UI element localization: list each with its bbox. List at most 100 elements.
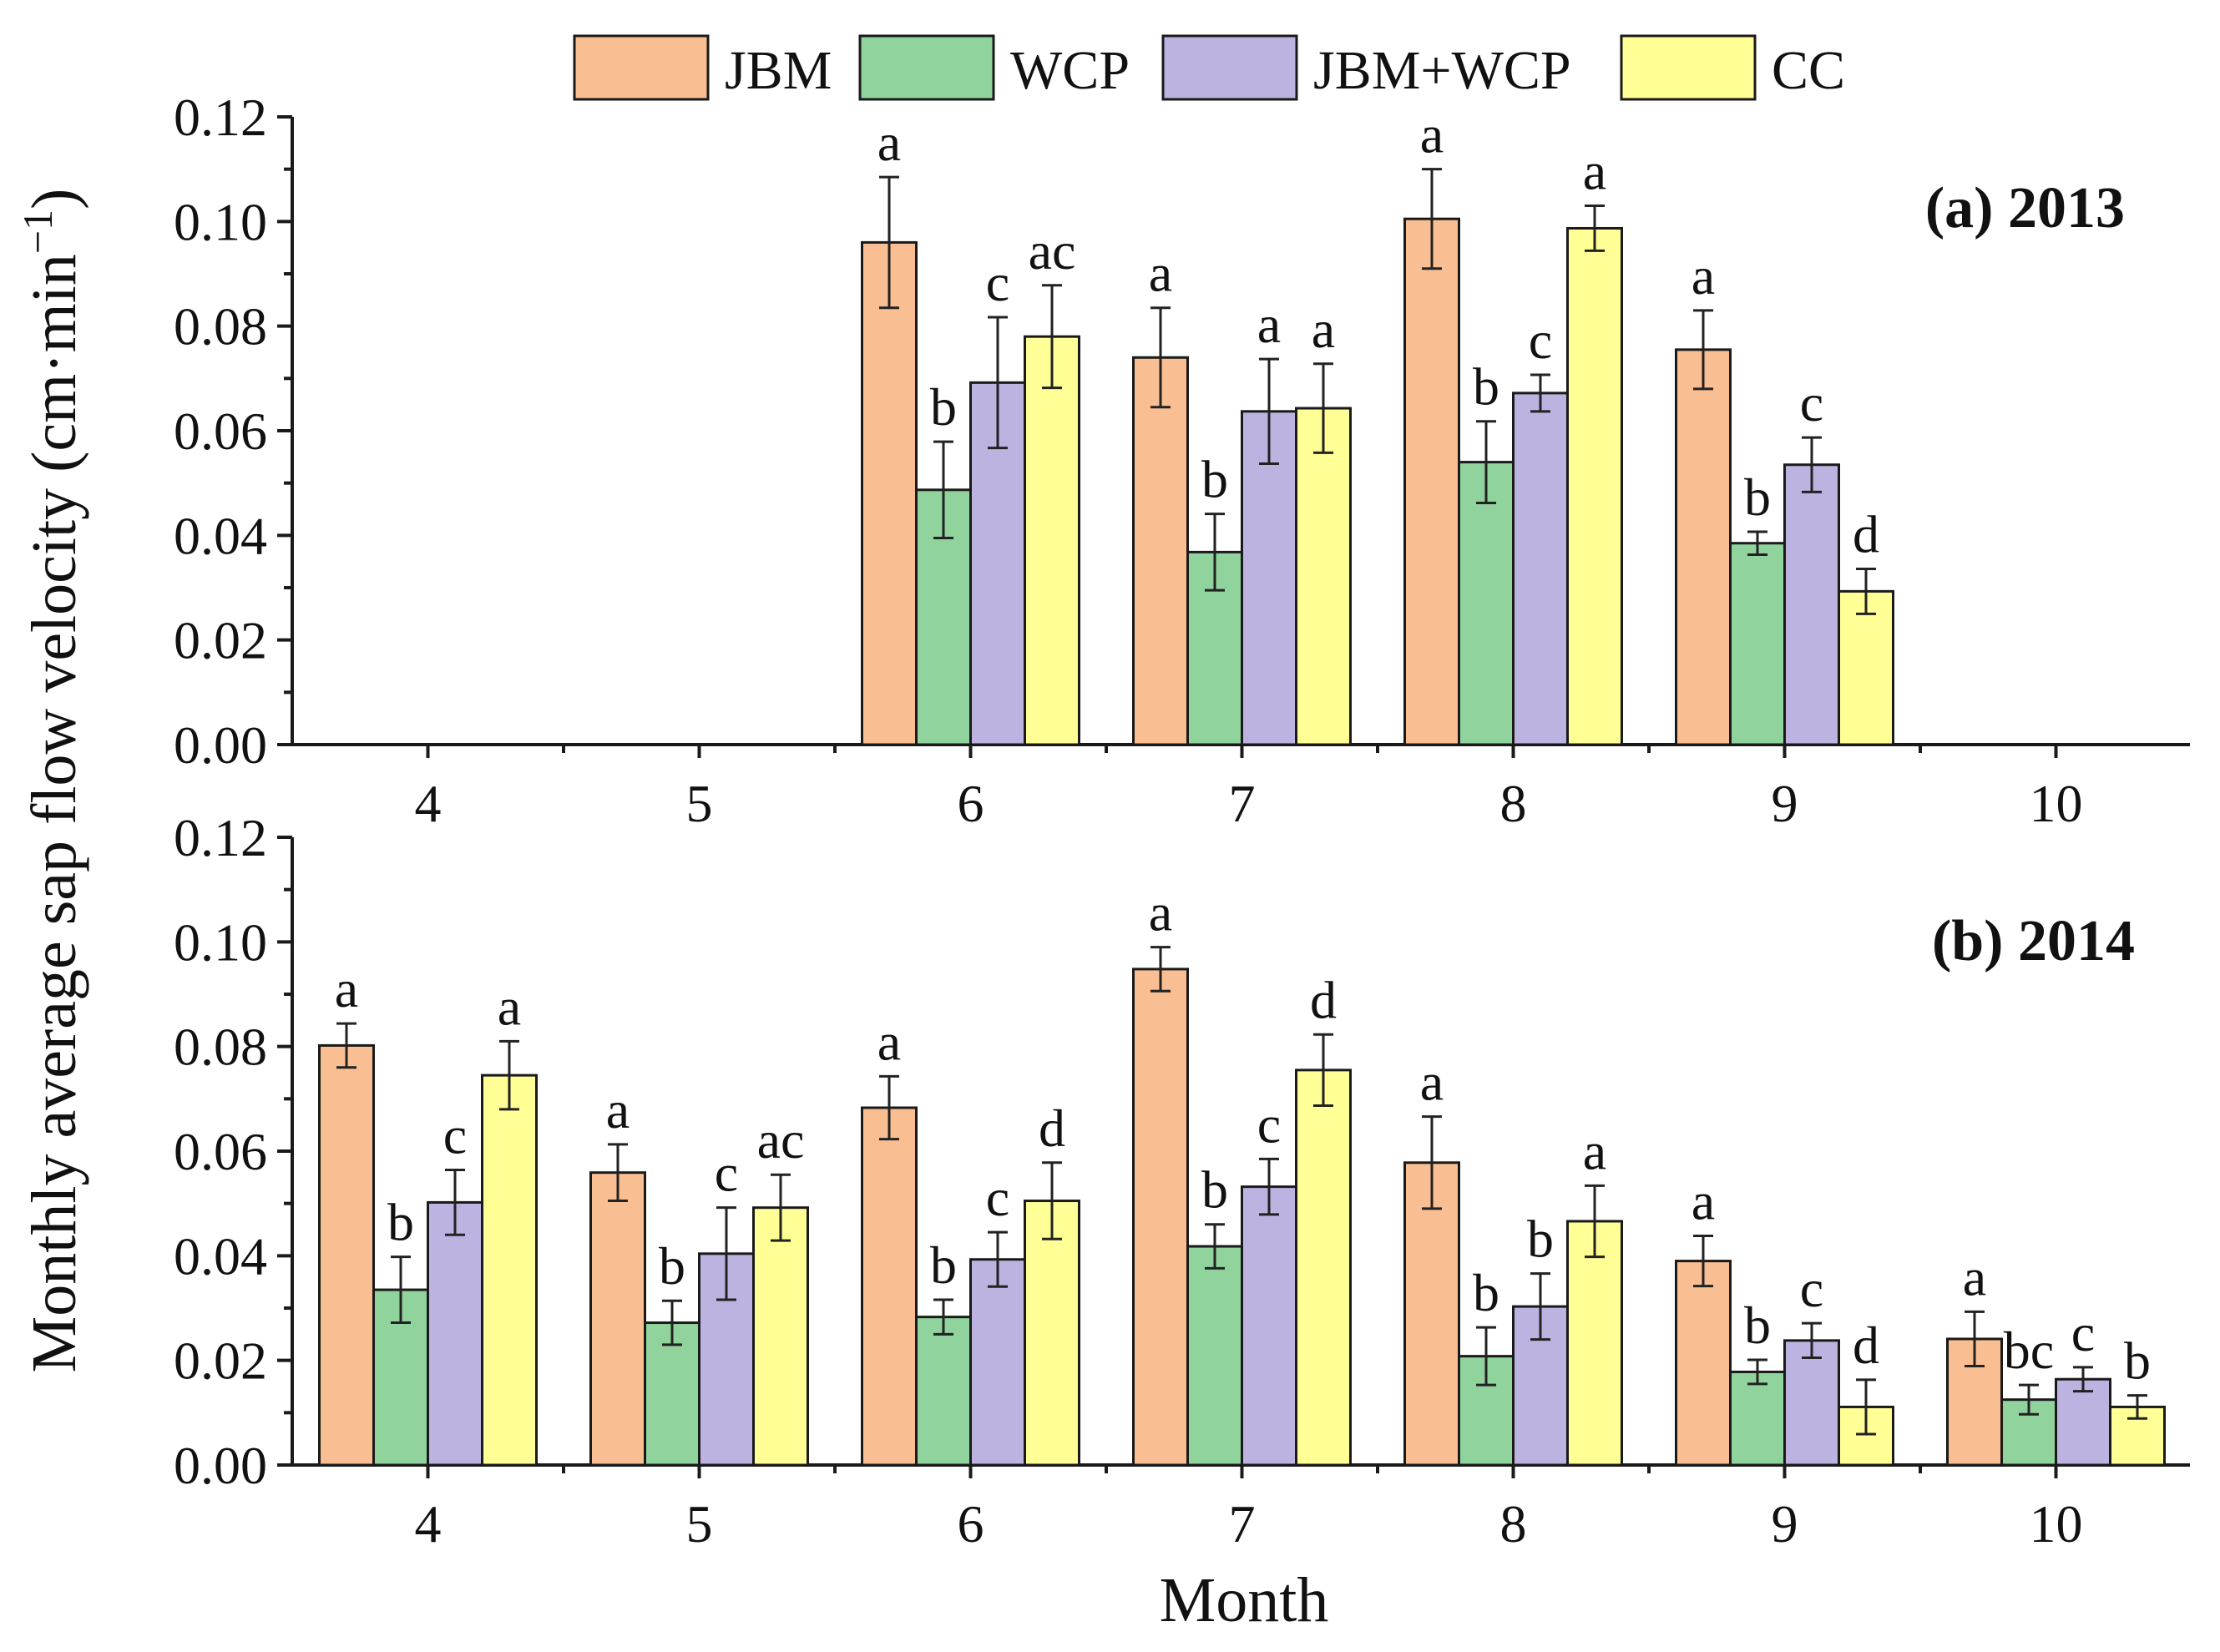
significance-letter: a	[1420, 105, 1444, 164]
significance-letter: a	[1692, 1172, 1715, 1231]
significance-letter: d	[1310, 970, 1337, 1029]
significance-letter: b	[1744, 467, 1771, 527]
significance-letter: c	[2071, 1303, 2095, 1362]
y-tick-label: 0.04	[174, 506, 267, 565]
bar-cc	[1295, 1068, 1352, 1467]
significance-letter: a	[1312, 300, 1335, 359]
x-tick-label: 7	[1229, 774, 1256, 833]
significance-letter: a	[606, 1080, 630, 1139]
significance-letter: a	[1963, 1247, 1986, 1306]
significance-letter: d	[1853, 1316, 1879, 1375]
panel-title: (b) 2014	[1932, 909, 2135, 973]
x-tick-label: 4	[415, 1494, 442, 1553]
y-tick-label: 0.12	[174, 88, 267, 147]
significance-letter: c	[1257, 1094, 1281, 1154]
bar-wcp	[915, 1316, 972, 1467]
significance-letter: bc	[2004, 1321, 2054, 1380]
y-tick-label: 0.06	[174, 1122, 267, 1181]
bar-wcp	[1729, 542, 1786, 746]
significance-letter: b	[1473, 357, 1499, 417]
significance-letter: b	[659, 1236, 685, 1296]
significance-letter: b	[1473, 1263, 1499, 1322]
panel-2013: 0.000.020.040.060.080.100.124 5 6 7 8 9 10aaaa…	[174, 88, 2190, 833]
x-tick-label: 10	[2030, 1494, 2083, 1553]
legend-label-jbm: JBM	[725, 40, 832, 101]
significance-letter: b	[1527, 1210, 1554, 1269]
significance-letter: a	[1149, 883, 1172, 942]
legend-swatch-jbm-wcp	[1161, 34, 1298, 101]
bar-cc	[752, 1206, 809, 1467]
significance-letter: c	[1800, 373, 1823, 432]
y-axis-title: Monthly average sap flow velocity (cm·mi…	[14, 189, 89, 1373]
significance-letter: ac	[1029, 221, 1076, 280]
significance-letter: d	[1039, 1099, 1065, 1158]
y-tick-label: 0.00	[174, 715, 267, 775]
bar-wcp	[644, 1321, 700, 1467]
significance-letter: a	[1692, 246, 1715, 306]
x-tick-label: 10	[2030, 774, 2083, 833]
x-tick-label: 8	[1500, 1494, 1527, 1553]
significance-letter: b	[1744, 1296, 1771, 1355]
bar-cc	[1566, 226, 1623, 746]
significance-letter: a	[1583, 142, 1606, 201]
significance-letter: a	[877, 1012, 901, 1071]
legend: JBM WCP JBM+WCP CC	[573, 34, 1845, 101]
bar-jbm	[1675, 348, 1732, 746]
x-tick-label: 6	[958, 1494, 984, 1553]
bar-jbm	[1403, 1161, 1460, 1467]
x-tick-label: 9	[1772, 1494, 1798, 1553]
panel-title: (a) 2013	[1925, 176, 2125, 240]
bar-jbm	[1675, 1260, 1732, 1467]
y-tick-label: 0.12	[174, 808, 267, 867]
significance-letter: a	[335, 959, 358, 1018]
bar-cc	[481, 1074, 538, 1467]
legend-swatch-cc	[1620, 34, 1757, 101]
y-tick-label: 0.08	[174, 1018, 267, 1077]
y-tick-label: 0.10	[174, 912, 267, 972]
significance-letter: b	[1201, 450, 1228, 509]
significance-letter: c	[715, 1144, 738, 1203]
bar-jbm	[589, 1171, 646, 1467]
x-tick-label: 8	[1500, 774, 1527, 833]
significance-letter: c	[443, 1106, 467, 1165]
y-tick-label: 0.10	[174, 192, 267, 251]
legend-label-jbm-wcp: JBM+WCP	[1313, 40, 1571, 101]
bar-jbm	[318, 1043, 375, 1467]
legend-swatch-jbm	[573, 34, 710, 101]
significance-letter: c	[986, 253, 1009, 312]
x-tick-label: 4	[415, 774, 442, 833]
bar-cc	[1838, 589, 1894, 746]
significance-letter: c	[1800, 1259, 1823, 1318]
bar-jbm-wcp	[1783, 1339, 1840, 1467]
significance-letter: a	[498, 977, 521, 1036]
significance-letter: b	[2124, 1331, 2151, 1391]
bar-jbm	[861, 1106, 918, 1467]
panel-2014: 0.00 0.02 0.04 0.06 0.08 0.10 0.12 4 5 6 7 8 9 10 a a a a…	[174, 808, 2190, 1553]
legend-label-cc: CC	[1772, 40, 1845, 101]
y-tick-label: 0.00	[174, 1436, 267, 1495]
x-tick-label: 5	[686, 774, 713, 833]
y-tick-label: 0.06	[174, 402, 267, 461]
bar-cc	[1566, 1220, 1623, 1467]
bar-wcp	[1458, 461, 1515, 746]
x-axis-title: Month	[1160, 1565, 1329, 1635]
significance-letter: b	[1201, 1160, 1228, 1220]
legend-label-wcp: WCP	[1010, 40, 1130, 101]
significance-letter: a	[1583, 1121, 1606, 1180]
bar-cc	[1024, 1200, 1080, 1467]
x-tick-label: 9	[1772, 774, 1798, 833]
bar-wcp	[1729, 1370, 1786, 1467]
bar-jbm	[1132, 356, 1189, 746]
legend-swatch-wcp	[858, 34, 995, 101]
bar-jbm-wcp	[1512, 392, 1569, 746]
significance-letter: a	[1257, 295, 1281, 354]
bar-wcp	[1186, 1245, 1243, 1467]
y-tick-label: 0.02	[174, 611, 267, 670]
significance-letter: a	[1420, 1053, 1444, 1112]
bar-cc	[1295, 407, 1352, 746]
y-tick-label: 0.04	[174, 1226, 267, 1286]
bar-jbm-wcp	[1241, 410, 1297, 746]
bar-jbm	[1132, 967, 1189, 1467]
y-tick-label: 0.08	[174, 297, 267, 356]
